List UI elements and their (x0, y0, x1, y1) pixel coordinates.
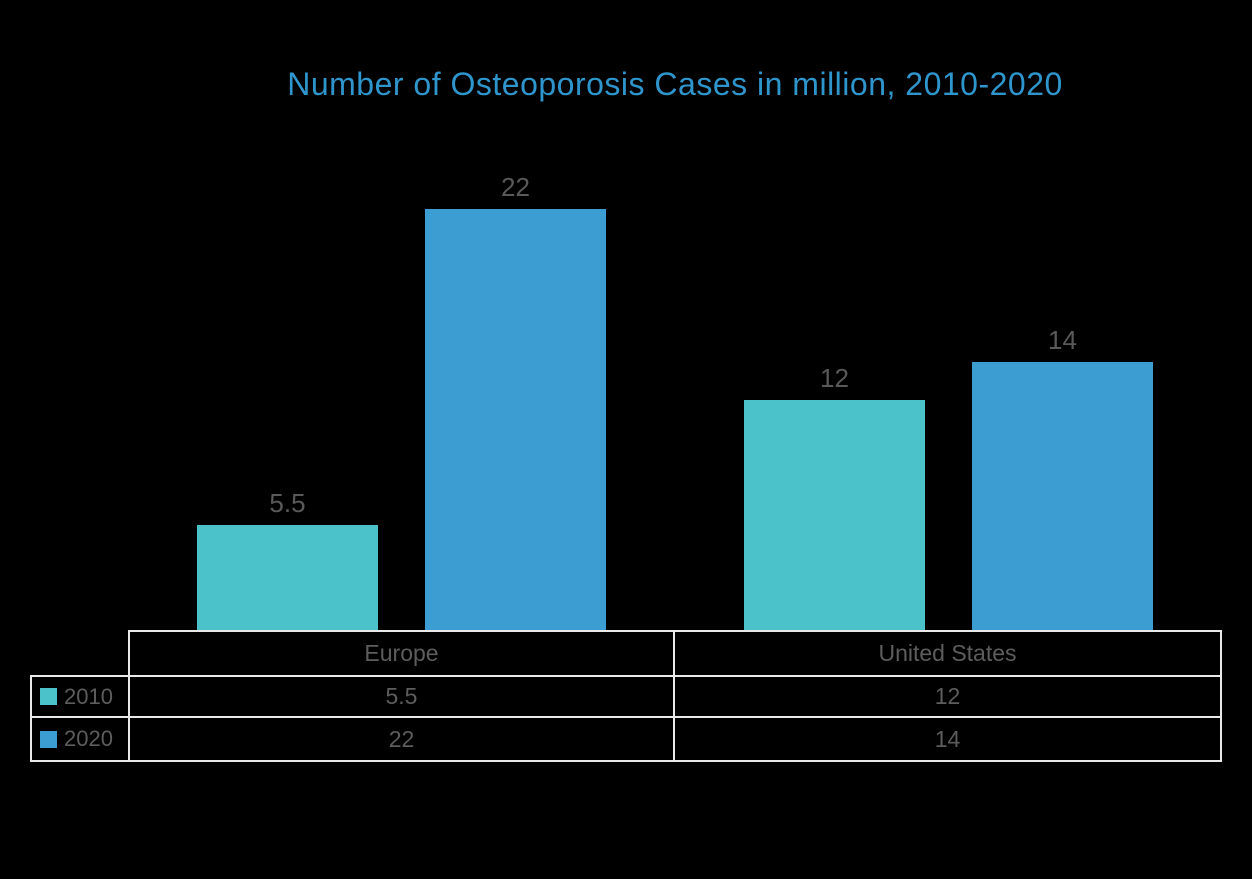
table-value-europe-2020: 22 (128, 718, 675, 762)
bar-europe-2010 (197, 525, 378, 630)
legend-item-2010: 2010 (30, 677, 128, 718)
table-header-europe: Europe (128, 630, 675, 677)
bar-cell-united-states-2010: 12 (744, 365, 925, 630)
bar-cell-europe-2010: 5.5 (197, 490, 378, 630)
legend-item-2020: 2020 (30, 718, 128, 762)
bar-united-states-2010 (744, 400, 925, 630)
bar-united-states-2020 (972, 362, 1153, 630)
legend-swatch-2010-icon (40, 688, 57, 705)
chart-title: Number of Osteoporosis Cases in million,… (287, 66, 1063, 102)
table-value-europe-2010: 5.5 (128, 677, 675, 718)
data-table: Europe United States 2010 5.5 12 2020 22… (30, 630, 1222, 762)
legend-label-2020: 2020 (64, 726, 113, 751)
table-corner-empty-cell (30, 630, 128, 677)
table-value-united-states-2010: 12 (675, 677, 1222, 718)
table-header-united-states: United States (675, 630, 1222, 677)
bar-group-united-states: 12 14 (675, 0, 1222, 630)
bar-chart-plot-area: 5.5 22 12 14 (128, 0, 1222, 630)
bar-europe-2020 (425, 209, 606, 630)
data-label-united-states-2020: 14 (1048, 325, 1077, 355)
table-value-united-states-2020: 14 (675, 718, 1222, 762)
bar-cell-europe-2020: 22 (425, 174, 606, 630)
bar-cell-united-states-2020: 14 (972, 327, 1153, 630)
data-label-europe-2020: 22 (501, 172, 530, 202)
data-label-europe-2010: 5.5 (269, 488, 306, 518)
legend-label-2010: 2010 (64, 683, 113, 709)
legend-swatch-2020-icon (40, 730, 57, 748)
bar-group-europe: 5.5 22 (128, 0, 675, 630)
data-label-united-states-2010: 12 (820, 363, 849, 393)
